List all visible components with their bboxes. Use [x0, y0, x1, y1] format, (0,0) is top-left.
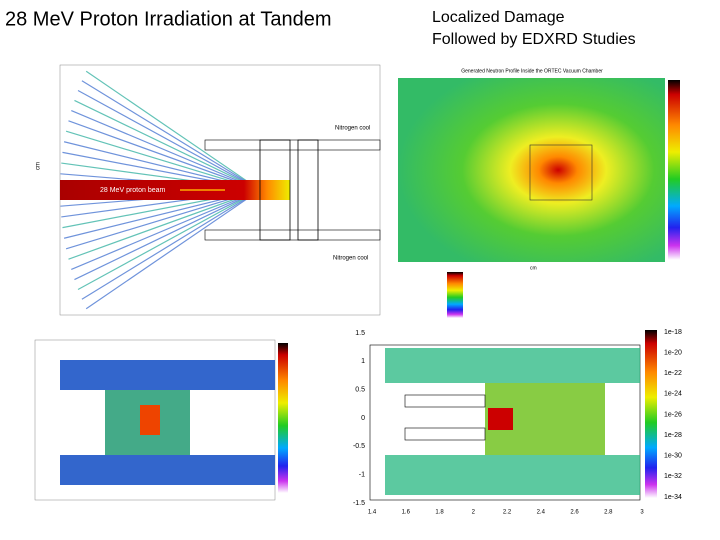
ray	[68, 120, 261, 191]
beam-plot: Nitrogen cool 28 MeV proton beam Nitroge…	[36, 64, 381, 316]
y-tick-label: 1	[361, 358, 365, 365]
ray	[68, 189, 261, 260]
neutron-plot: Generated Neutron Profile Inside the ORT…	[398, 68, 680, 318]
housing	[204, 139, 381, 151]
heatmap	[398, 78, 665, 262]
y-tick-label: -0.5	[353, 443, 365, 450]
axis-label: cm	[36, 162, 42, 170]
x-tick-label: 3	[640, 510, 644, 516]
hotspot	[140, 405, 160, 435]
x-tick-label: 1.4	[368, 510, 377, 516]
specimen	[404, 394, 486, 408]
y-tick-label: 0	[361, 415, 365, 422]
subtitle-line: Followed by EDXRD Studies	[432, 31, 636, 48]
ray	[74, 189, 261, 281]
axis-label: cm	[530, 265, 537, 271]
region	[385, 455, 640, 495]
detail-plot: 1.5 1 0.5 0 -0.5 -1 -1.51.4 1.6 1.8 2 2.2 2.4 2.6 2.8…	[353, 329, 682, 516]
y-tick-label: -1.5	[353, 500, 365, 507]
cross-section-plot	[34, 339, 288, 501]
colorbar-label: 1e-32	[664, 473, 682, 480]
colorbar	[645, 330, 657, 498]
ray	[74, 99, 261, 191]
colorbar-label: 1e-34	[664, 494, 682, 501]
x-tick-label: 1.8	[435, 510, 444, 516]
housing	[204, 229, 381, 241]
y-tick-label: -1	[359, 472, 365, 479]
specimen	[404, 427, 486, 441]
slide-title: 28 MeV Proton Irradiation at Tandem	[5, 8, 331, 30]
chamber-outline	[529, 144, 593, 201]
beam	[60, 180, 290, 200]
ray	[85, 189, 261, 310]
ray	[85, 70, 261, 191]
annotation: Nitrogen cool	[335, 126, 370, 132]
colorbar-label: 1e-30	[664, 453, 682, 460]
x-tick-label: 2.2	[503, 510, 512, 516]
colorbar-label: 1e-20	[664, 349, 682, 356]
y-tick-label: 0.5	[355, 387, 365, 394]
y-tick-label: 1.5	[355, 330, 365, 337]
ray	[77, 189, 261, 291]
annotation: Nitrogen cool	[333, 256, 368, 262]
ray	[81, 80, 261, 191]
holder	[297, 139, 319, 241]
subtitle-line: Localized Damage	[432, 9, 565, 26]
region	[60, 455, 275, 485]
colorbar	[447, 272, 463, 318]
hotspot	[488, 408, 513, 430]
holder	[259, 139, 291, 241]
ray	[71, 189, 261, 271]
x-tick-label: 2.6	[570, 510, 579, 516]
ray	[77, 89, 261, 191]
x-tick-label: 2.8	[604, 510, 613, 516]
x-tick-label: 2.4	[537, 510, 546, 516]
region	[60, 360, 275, 390]
colorbar-label: 1e-26	[664, 411, 682, 418]
colorbar-label: 1e-28	[664, 432, 682, 439]
colorbar-label: 1e-18	[664, 329, 682, 336]
plot-title: Generated Neutron Profile Inside the ORT…	[461, 68, 603, 74]
x-tick-label: 2	[472, 510, 476, 516]
colorbar-label: 1e-24	[664, 391, 682, 398]
ray	[81, 189, 261, 300]
annotation: 28 MeV proton beam	[100, 187, 166, 194]
region	[385, 348, 640, 383]
colorbar	[668, 80, 680, 260]
x-tick-label: 1.6	[402, 510, 411, 516]
ray	[71, 109, 261, 191]
colorbar-label: 1e-22	[664, 370, 682, 377]
colorbar	[278, 343, 288, 493]
